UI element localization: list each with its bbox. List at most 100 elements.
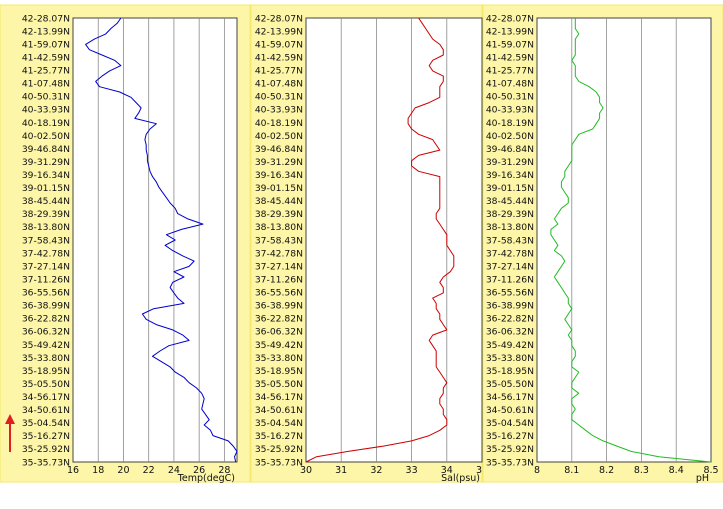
temp-latitude-label: 39-16.34N <box>22 170 70 181</box>
ph-latitude-label: 38-13.80N <box>486 222 534 233</box>
sal-latitude-label: 38-13.80N <box>255 222 303 233</box>
ph-latitude-label: 35-25.92N <box>486 444 534 455</box>
sal-series-line <box>305 17 455 463</box>
temp-latitude-label: 37-11.26N <box>22 274 70 285</box>
sal-latitude-label: 36-55.56N <box>255 288 303 299</box>
ph-latitude-label: 39-16.34N <box>486 170 534 181</box>
ph-latitude-label: 40-50.31N <box>486 92 534 103</box>
ph-x-tick-label: 8.1 <box>564 465 579 476</box>
temp-x-tick-label: 16 <box>67 465 79 476</box>
temp-x-tick-label: 28 <box>218 465 230 476</box>
temp-latitude-label: 35-35.73N <box>22 457 70 468</box>
ph-x-tick-label: 8 <box>534 465 540 476</box>
temp-latitude-label: 37-58.43N <box>22 235 70 246</box>
ph-x-tick-label: 8.3 <box>634 465 649 476</box>
temp-x-tick-label: 20 <box>117 465 129 476</box>
temp-series-line <box>85 17 238 463</box>
sal-latitude-label: 37-58.43N <box>255 235 303 246</box>
ph-latitude-label: 41-42.59N <box>486 52 534 63</box>
sal-latitude-label: 42-28.07N <box>255 13 303 24</box>
ph-latitude-label: 35-33.80N <box>486 353 534 364</box>
ph-latitude-label: 41-59.07N <box>486 39 534 50</box>
temp-latitude-label: 41-07.48N <box>22 79 70 90</box>
temp-x-tick-label: 18 <box>92 465 104 476</box>
sal-latitude-label: 40-50.31N <box>255 92 303 103</box>
sal-latitude-label: 39-31.29N <box>255 157 303 168</box>
sal-latitude-label: 35-05.50N <box>255 379 303 390</box>
sal-latitude-label: 37-11.26N <box>255 274 303 285</box>
temp-latitude-label: 36-22.82N <box>22 314 70 325</box>
sal-latitude-label: 36-06.32N <box>255 327 303 338</box>
ph-latitude-label: 40-33.93N <box>486 105 534 116</box>
ph-x-tick-label: 8.5 <box>703 465 718 476</box>
sal-latitude-label: 37-27.14N <box>255 261 303 272</box>
sal-latitude-label: 41-59.07N <box>255 39 303 50</box>
sal-x-axis-title: Sal(psu) <box>441 473 480 484</box>
sal-x-tick-label: 31 <box>335 465 347 476</box>
ph-latitude-label: 37-58.43N <box>486 235 534 246</box>
temp-latitude-label: 35-25.92N <box>22 444 70 455</box>
temp-latitude-label: 34-56.17N <box>22 392 70 403</box>
temp-latitude-label: 36-55.56N <box>22 288 70 299</box>
temp-latitude-label: 39-46.84N <box>22 144 70 155</box>
sal-latitude-label: 38-29.39N <box>255 209 303 220</box>
ph-panel: 8 8.1 8.2 8.3 8.4 8.5pH 42-28.07N 42-13.99N 41-5… <box>482 4 723 484</box>
ph-latitude-label: 35-16.27N <box>486 431 534 442</box>
temp-latitude-label: 39-31.29N <box>22 157 70 168</box>
temp-latitude-label: 36-38.99N <box>22 301 70 312</box>
arrow-head <box>5 414 15 424</box>
sal-latitude-label: 35-16.27N <box>255 431 303 442</box>
ph-latitude-label: 35-04.54N <box>486 418 534 429</box>
ph-latitude-label: 39-01.15N <box>486 183 534 194</box>
sal-latitude-label: 38-45.44N <box>255 196 303 207</box>
temp-latitude-label: 41-59.07N <box>22 39 70 50</box>
temp-x-tick-label: 26 <box>193 465 205 476</box>
ph-plot-area <box>536 17 712 463</box>
ph-series-line <box>550 18 712 463</box>
ph-latitude-label: 40-18.19N <box>486 118 534 129</box>
temp-latitude-label: 42-28.07N <box>22 13 70 24</box>
sal-latitude-label: 37-42.78N <box>255 248 303 259</box>
sal-latitude-label: 40-18.19N <box>255 118 303 129</box>
ph-latitude-label: 40-02.50N <box>486 131 534 142</box>
temp-latitude-label: 40-02.50N <box>22 131 70 142</box>
temp-x-axis-title: Temp(degC) <box>177 473 235 484</box>
sal-latitude-label: 41-07.48N <box>255 79 303 90</box>
ph-latitude-label: 41-07.48N <box>486 79 534 90</box>
temp-latitude-label: 35-33.80N <box>22 353 70 364</box>
temp-latitude-label: 34-50.61N <box>22 405 70 416</box>
ph-latitude-label: 37-27.14N <box>486 261 534 272</box>
temp-latitude-label: 38-29.39N <box>22 209 70 220</box>
sal-latitude-label: 34-56.17N <box>255 392 303 403</box>
temp-latitude-label: 35-16.27N <box>22 431 70 442</box>
sal-latitude-label: 40-02.50N <box>255 131 303 142</box>
sal-latitude-label: 35-35.73N <box>255 457 303 468</box>
temp-latitude-label: 38-45.44N <box>22 196 70 207</box>
temp-latitude-label: 41-42.59N <box>22 52 70 63</box>
ph-latitude-label: 35-49.42N <box>486 340 534 351</box>
ph-latitude-label: 42-28.07N <box>486 13 534 24</box>
sal-latitude-label: 42-13.99N <box>255 26 303 37</box>
sal-x-tick-label: 32 <box>370 465 382 476</box>
temp-latitude-label: 35-04.54N <box>22 418 70 429</box>
sal-x-tick-label: 33 <box>406 465 418 476</box>
temp-x-tick-label: 24 <box>168 465 180 476</box>
sal-latitude-label: 34-50.61N <box>255 405 303 416</box>
ph-latitude-label: 36-06.32N <box>486 327 534 338</box>
up-arrow-icon <box>5 414 15 452</box>
temp-latitude-label: 35-05.50N <box>22 379 70 390</box>
temp-x-tick-label: 22 <box>143 465 155 476</box>
ph-latitude-label: 35-05.50N <box>486 379 534 390</box>
temp-latitude-label: 38-13.80N <box>22 222 70 233</box>
ph-latitude-label: 38-45.44N <box>486 196 534 207</box>
ph-latitude-label: 36-38.99N <box>486 301 534 312</box>
temp-latitude-label: 41-25.77N <box>22 66 70 77</box>
ph-latitude-label: 36-22.82N <box>486 314 534 325</box>
temp-latitude-label: 37-42.78N <box>22 248 70 259</box>
ph-latitude-label: 35-35.73N <box>486 457 534 468</box>
ph-x-tick-label: 8.4 <box>669 465 684 476</box>
ph-latitude-label: 34-56.17N <box>486 392 534 403</box>
sal-latitude-label: 36-22.82N <box>255 314 303 325</box>
